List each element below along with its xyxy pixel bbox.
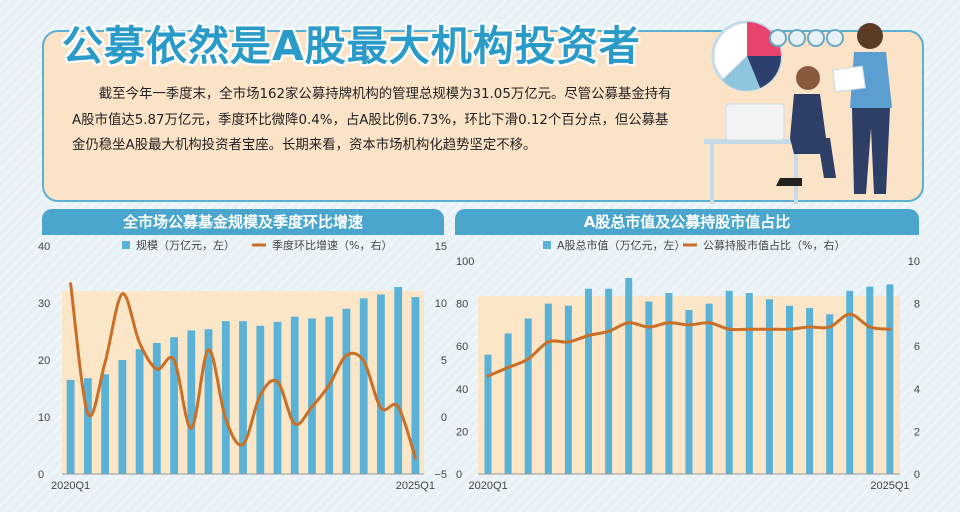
chart1-left-tick-2: 20 [38,355,50,367]
chart1-line-series [69,282,417,460]
chart1-x-label-first: 2020Q1 [51,480,90,492]
chart1-bar-2023Q1 [273,321,282,474]
chart2-legend-bar-swatch [543,241,551,249]
chart1-bar-2022Q2 [221,321,230,474]
chart2-legend-bar-label: A股总市值（万亿元，左） [557,238,686,252]
chart2-bar-2024Q4 [866,286,874,474]
chart2-left-tick-2: 40 [456,384,468,396]
chart2-title: A股总市值及公募持股市值占比 [455,209,919,235]
chart2-bar-2021Q1 [564,305,572,474]
chart2-x-label-last: 2025Q1 [870,480,909,492]
chart2: A股总市值（万亿元，左） 公募持股市值占比（%，右） 0 20 40 60 80 100 0 2 4… [456,238,920,492]
illustration [704,20,892,204]
chart2-legend-line-label: 公募持股市值占比（%，右） [703,238,845,252]
desk-icon [704,103,804,204]
chart1-left-tick-0: 0 [38,469,44,481]
chart2-bar-2021Q4 [625,278,633,474]
chart2-bar-2024Q2 [826,314,834,475]
chart2-right-tick-3: 6 [914,341,920,353]
chart1-bar-2022Q3 [239,321,247,474]
summary-text: 截至今年一季度末，全市场162家公募持牌机构的管理总规模为31.05万亿元。尽管… [72,87,672,153]
chart1-legend: 规模（万亿元，左） 季度环比增速（%，右） [122,238,392,252]
chart2-bar-2023Q3 [765,299,773,474]
chart1-bar-2022Q1 [204,329,213,474]
chart2-x-label-first: 2020Q1 [468,480,507,492]
chart2-bar-2020Q2 [504,333,512,474]
chart2-left-tick-1: 20 [456,426,468,438]
chart2-bar-2024Q3 [846,290,854,474]
chart2-right-tick-4: 8 [914,299,920,311]
chart1-legend-line-swatch [252,243,266,247]
chart2-bar-2023Q2 [745,293,753,474]
chart1-legend-bar-swatch [122,241,130,249]
chart1-title: 全市场公募基金规模及季度环比增速 [42,209,444,235]
chart1-bar-2024Q2 [359,298,368,474]
chart2-bar-2022Q2 [665,293,673,474]
chart1-bar-2021Q1 [135,349,144,474]
chart2-line-series [486,312,892,378]
chart1-bar-2024Q3 [377,294,385,474]
pie-chart-icon [711,20,783,92]
chart2-bar-2025Q1 [886,284,894,474]
chart2-bar-2021Q3 [605,288,613,474]
chart1-bar-2023Q2 [290,316,299,474]
chart1-bar-2021Q4 [187,330,196,474]
chart1-x-label-last: 2025Q1 [396,480,435,492]
chart2-bar-2022Q3 [685,310,693,474]
chart1-right-tick-0: −5 [434,469,447,481]
chart1-bar-2023Q3 [308,318,316,474]
chart1-left-tick-3: 30 [38,298,50,310]
chart2-legend-line-swatch [683,243,697,247]
chart1-bar-2021Q2 [152,342,161,474]
chart1-bar-2024Q1 [342,308,351,474]
chart1: 规模（万亿元，左） 季度环比增速（%，右） 0 10 20 30 40 −5 0 5 10 15 202… [38,238,447,492]
chart1-left-tick-4: 40 [38,241,50,253]
chart2-bar-2021Q2 [585,288,592,474]
chart2-right-tick-0: 0 [914,469,920,481]
chart2-left-tick-4: 80 [456,299,468,311]
chart1-legend-bar-label: 规模（万亿元，左） [136,238,235,252]
chart1-right-tick-3: 10 [435,298,447,310]
chart2-bar-2020Q4 [544,303,552,474]
chart2-bar-2022Q4 [705,303,713,474]
seated-person-icon [776,66,836,186]
chart1-left-tick-1: 10 [38,412,50,424]
chart2-right-tick-5: 10 [908,256,920,268]
page-title: 公募依然是A股最大机构投资者 [62,22,641,70]
chart2-left-tick-5: 100 [456,256,474,268]
chart1-bar-2025Q1 [411,297,420,474]
standing-person-icon [832,23,892,194]
chart1-bar-2020Q2 [84,378,92,474]
chart1-bar-2021Q3 [170,337,178,474]
chart2-bar-2023Q4 [786,305,793,474]
people-icons [769,29,844,47]
chart1-bar-2020Q1 [66,379,75,474]
chart2-bar-2024Q1 [806,307,814,474]
chart2-legend: A股总市值（万亿元，左） 公募持股市值占比（%，右） [543,238,845,252]
chart2-left-tick-3: 60 [456,341,468,353]
chart1-right-tick-1: 0 [441,412,447,424]
chart1-legend-line-label: 季度环比增速（%，右） [272,238,392,252]
chart1-bar-2024Q4 [394,287,403,474]
chart1-right-tick-2: 5 [441,355,447,367]
chart2-right-tick-1: 2 [914,426,920,438]
chart2-bar-2020Q1 [484,354,492,474]
chart1-bar-2020Q3 [101,374,109,475]
chart2-right-tick-2: 4 [914,384,920,396]
chart2-bar-2023Q1 [725,290,733,474]
chart2-left-tick-0: 0 [456,469,462,481]
chart2-bar-2020Q3 [524,318,532,474]
chart1-right-tick-4: 15 [435,241,447,253]
chart2-bar-2022Q1 [645,301,653,474]
chart1-bar-2020Q4 [118,360,127,474]
chart1-bar-2023Q4 [325,316,334,474]
chart1-bar-2022Q4 [256,325,265,474]
